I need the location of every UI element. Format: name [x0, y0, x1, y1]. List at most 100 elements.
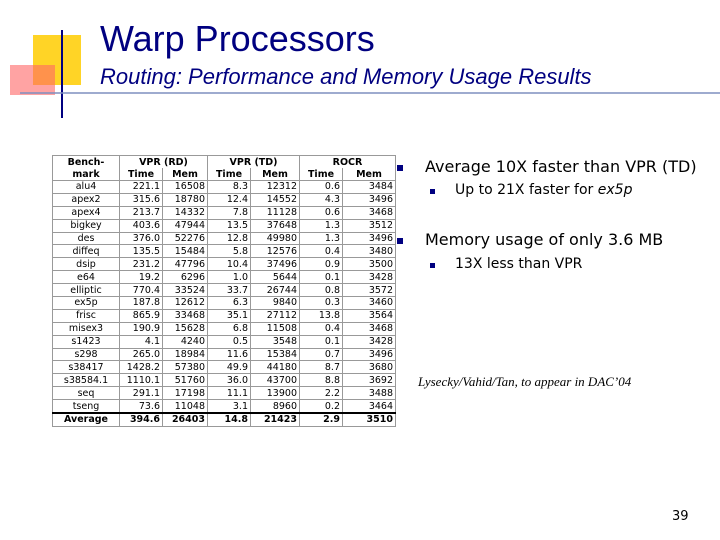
table-cell: 770.4 — [119, 283, 163, 298]
table-cell: 3496 — [342, 347, 396, 362]
table-cell: 52276 — [162, 231, 208, 246]
table-cell: 1.3 — [299, 218, 343, 233]
table-row: seq 291.1 17198 11.1 13900 2.2 3488 — [52, 386, 396, 401]
table-cell: 2.2 — [299, 386, 343, 401]
table-cell: 3484 — [342, 180, 396, 194]
subtitle: Routing: Performance and Memory Usage Re… — [100, 64, 592, 89]
table-cell: 26403 — [162, 412, 208, 427]
table-row: dsip 231.2 47796 10.4 37496 0.9 3500 — [52, 257, 396, 272]
table-cell: 3512 — [342, 218, 396, 233]
table-cell: 0.6 — [299, 180, 343, 194]
table-cell: frisc — [52, 308, 120, 323]
title: Warp Processors — [100, 18, 375, 59]
table-cell: 403.6 — [119, 218, 163, 233]
table-cell: 5644 — [250, 270, 300, 285]
table-cell: 0.7 — [299, 347, 343, 362]
table-cell: 265.0 — [119, 347, 163, 362]
table-cell: 18780 — [162, 192, 208, 207]
table-cell: 376.0 — [119, 231, 163, 246]
table-cell: 57380 — [162, 360, 208, 375]
table-cell: 4240 — [162, 334, 208, 349]
table-cell: 3480 — [342, 244, 396, 259]
table-cell: 0.6 — [299, 205, 343, 220]
table-cell: 0.8 — [299, 283, 343, 298]
table-row: frisc 865.9 33468 35.1 27112 13.8 3564 — [52, 308, 396, 323]
header-cell: Time — [299, 168, 343, 181]
table-cell: 1.0 — [207, 270, 251, 285]
table-cell: 19.2 — [119, 270, 163, 285]
table-cell: 7.8 — [207, 205, 251, 220]
table-cell: 1110.1 — [119, 373, 163, 388]
sub-bullet: 13X less than VPR — [455, 256, 583, 272]
table-cell: 27112 — [250, 308, 300, 323]
table-cell: 13900 — [250, 386, 300, 401]
table-cell: 9840 — [250, 296, 300, 310]
table-cell: 17198 — [162, 386, 208, 401]
table-row: s298 265.0 18984 11.6 15384 0.7 3496 — [52, 347, 396, 362]
table-cell: 16508 — [162, 180, 208, 194]
table-cell: 14332 — [162, 205, 208, 220]
header-cell: Mem — [342, 168, 396, 181]
table-cell: 6.3 — [207, 296, 251, 310]
table-cell: 5.8 — [207, 244, 251, 259]
table-row: s38584.1 1110.1 51760 36.0 43700 8.8 3692 — [52, 373, 396, 388]
table-row: alu4 221.1 16508 8.3 12312 0.6 3484 — [52, 180, 396, 194]
table-cell: 6296 — [162, 270, 208, 285]
table-cell: 13.5 — [207, 218, 251, 233]
table-cell: 73.6 — [119, 399, 163, 414]
table-cell: 3692 — [342, 373, 396, 388]
bullet — [430, 189, 435, 194]
table-row: tseng 73.6 11048 3.1 8960 0.2 3464 — [52, 399, 396, 414]
table-cell: 11.6 — [207, 347, 251, 362]
table-cell: 315.6 — [119, 192, 163, 207]
table-row: diffeq 135.5 15484 5.8 12576 0.4 3480 — [52, 244, 396, 259]
table-cell: 3500 — [342, 257, 396, 272]
table-cell: 1428.2 — [119, 360, 163, 375]
table-cell: 231.2 — [119, 257, 163, 272]
page-number: 39 — [672, 509, 689, 524]
table-cell: 47796 — [162, 257, 208, 272]
table-cell: 0.3 — [299, 296, 343, 310]
table-cell: 14552 — [250, 192, 300, 207]
table-cell: 0.2 — [299, 399, 343, 414]
table-cell: 3.1 — [207, 399, 251, 414]
table-cell: 221.1 — [119, 180, 163, 194]
table-cell: s1423 — [52, 334, 120, 349]
table-cell: 35.1 — [207, 308, 251, 323]
table-cell: 0.1 — [299, 334, 343, 349]
header-cell: Mem — [250, 168, 300, 181]
table-row: elliptic 770.4 33524 33.7 26744 0.8 3572 — [52, 283, 396, 298]
table-cell: 8960 — [250, 399, 300, 414]
table-cell: 14.8 — [207, 412, 251, 427]
table-cell: 135.5 — [119, 244, 163, 259]
table-cell: 13.8 — [299, 308, 343, 323]
table-cell: s38584.1 — [52, 373, 120, 388]
table-cell: apex4 — [52, 205, 120, 220]
table-cell: 15384 — [250, 347, 300, 362]
header-cell: Time — [119, 168, 163, 181]
table-cell: 3496 — [342, 231, 396, 246]
table-cell: 3572 — [342, 283, 396, 298]
table-cell: 11508 — [250, 321, 300, 336]
table-cell: 865.9 — [119, 308, 163, 323]
table-cell: 1.3 — [299, 231, 343, 246]
table-cell: tseng — [52, 399, 120, 414]
table-cell: e64 — [52, 270, 120, 285]
table-row: Average 394.6 26403 14.8 21423 2.9 3510 — [52, 412, 396, 427]
table-cell: 4.1 — [119, 334, 163, 349]
table-cell: 213.7 — [119, 205, 163, 220]
table-cell: seq — [52, 386, 120, 401]
table-cell: s38417 — [52, 360, 120, 375]
table-cell: s298 — [52, 347, 120, 362]
sub-bullet-text: Up to 21X faster for — [455, 182, 598, 198]
header-cell: VPR (RD) — [119, 155, 208, 168]
table-cell: 0.4 — [299, 321, 343, 336]
table-cell: 8.8 — [299, 373, 343, 388]
table-cell: 12612 — [162, 296, 208, 310]
table-cell: 0.9 — [299, 257, 343, 272]
table-cell: Average — [52, 412, 120, 427]
table-cell: 12312 — [250, 180, 300, 194]
table-cell: 3468 — [342, 205, 396, 220]
table-cell: 2.9 — [299, 412, 343, 427]
